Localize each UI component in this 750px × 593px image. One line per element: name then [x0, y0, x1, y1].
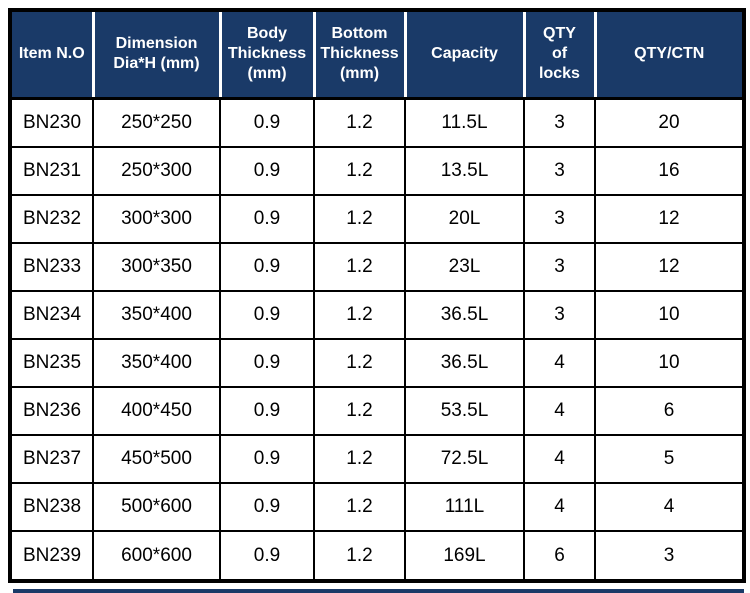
- cell-qty-ctn: 3: [594, 530, 745, 582]
- cell-item: BN236: [9, 386, 94, 437]
- col-header-dimension: Dimension Dia*H (mm): [91, 8, 222, 100]
- cell-dimension: 400*450: [92, 386, 221, 437]
- cell-bottom-thickness: 1.2: [313, 241, 406, 292]
- cell-qty-locks: 3: [523, 97, 596, 148]
- table-row: BN236 400*450 0.9 1.2 53.5L 4 6: [9, 386, 745, 437]
- cell-body-thickness: 0.9: [219, 530, 315, 582]
- table-row: BN239 600*600 0.9 1.2 169L 6 3: [9, 530, 745, 582]
- cell-dimension: 250*300: [92, 145, 221, 196]
- col-header-qty-ctn: QTY/CTN: [593, 8, 746, 100]
- table-row: BN238 500*600 0.9 1.2 111L 4 4: [9, 482, 745, 533]
- cell-qty-locks: 4: [523, 434, 596, 485]
- cell-item: BN235: [9, 338, 94, 389]
- cell-dimension: 350*400: [92, 289, 221, 341]
- cell-bottom-thickness: 1.2: [313, 338, 406, 389]
- cell-bottom-thickness: 1.2: [313, 289, 406, 341]
- cell-qty-locks: 4: [523, 386, 596, 437]
- cell-item: BN239: [9, 530, 94, 582]
- cell-body-thickness: 0.9: [219, 386, 315, 437]
- cell-body-thickness: 0.9: [219, 482, 315, 533]
- cell-qty-locks: 3: [523, 289, 596, 341]
- col-header-body-thickness: Body Thickness (mm): [218, 8, 316, 100]
- cell-bottom-thickness: 1.2: [313, 193, 406, 244]
- cell-body-thickness: 0.9: [219, 145, 315, 196]
- cell-bottom-thickness: 1.2: [313, 530, 406, 582]
- cell-qty-ctn: 12: [594, 241, 745, 292]
- cell-capacity: 36.5L: [404, 289, 525, 341]
- table-row: BN230 250*250 0.9 1.2 11.5L 3 20: [9, 97, 745, 148]
- cell-body-thickness: 0.9: [219, 289, 315, 341]
- cell-item: BN237: [9, 434, 94, 485]
- cell-item: BN232: [9, 193, 94, 244]
- col-header-item-no: Item N.O: [8, 8, 95, 100]
- cell-dimension: 450*500: [92, 434, 221, 485]
- cell-bottom-thickness: 1.2: [313, 145, 406, 196]
- cell-dimension: 500*600: [92, 482, 221, 533]
- table-row: BN232 300*300 0.9 1.2 20L 3 12: [9, 193, 745, 244]
- cell-item: BN231: [9, 145, 94, 196]
- cell-capacity: 72.5L: [404, 434, 525, 485]
- cell-qty-ctn: 10: [594, 338, 745, 389]
- cell-body-thickness: 0.9: [219, 434, 315, 485]
- cell-bottom-thickness: 1.2: [313, 434, 406, 485]
- cell-capacity: 23L: [404, 241, 525, 292]
- table-row: BN237 450*500 0.9 1.2 72.5L 4 5: [9, 434, 745, 485]
- cell-capacity: 53.5L: [404, 386, 525, 437]
- cell-dimension: 300*350: [92, 241, 221, 292]
- cell-qty-ctn: 12: [594, 193, 745, 244]
- cell-item: BN233: [9, 241, 94, 292]
- cell-dimension: 250*250: [92, 97, 221, 148]
- cell-body-thickness: 0.9: [219, 241, 315, 292]
- cell-capacity: 111L: [404, 482, 525, 533]
- col-header-bottom-thickness: Bottom Thickness (mm): [312, 8, 407, 100]
- cell-capacity: 13.5L: [404, 145, 525, 196]
- cell-bottom-thickness: 1.2: [313, 482, 406, 533]
- cell-dimension: 600*600: [92, 530, 221, 582]
- cell-bottom-thickness: 1.2: [313, 97, 406, 148]
- cell-qty-locks: 4: [523, 482, 596, 533]
- cell-qty-locks: 4: [523, 338, 596, 389]
- cell-qty-ctn: 4: [594, 482, 745, 533]
- product-spec-table: Item N.O Dimension Dia*H (mm) Body Thick…: [8, 8, 746, 583]
- cell-capacity: 11.5L: [404, 97, 525, 148]
- cell-dimension: 300*300: [92, 193, 221, 244]
- col-header-qty-locks: QTY of locks: [522, 8, 597, 100]
- cell-qty-ctn: 5: [594, 434, 745, 485]
- next-table-top-edge: [13, 589, 744, 593]
- cell-item: BN230: [9, 97, 94, 148]
- cell-dimension: 350*400: [92, 338, 221, 389]
- table-body: BN230 250*250 0.9 1.2 11.5L 3 20 BN231 250*300 0.…: [9, 97, 745, 582]
- cell-capacity: 20L: [404, 193, 525, 244]
- table-row: BN234 350*400 0.9 1.2 36.5L 3 10: [9, 289, 745, 341]
- cell-body-thickness: 0.9: [219, 193, 315, 244]
- cell-body-thickness: 0.9: [219, 338, 315, 389]
- cell-item: BN234: [9, 289, 94, 341]
- table-row: BN231 250*300 0.9 1.2 13.5L 3 16: [9, 145, 745, 196]
- cell-qty-locks: 3: [523, 241, 596, 292]
- table-row: BN235 350*400 0.9 1.2 36.5L 4 10: [9, 338, 745, 389]
- cell-qty-locks: 3: [523, 193, 596, 244]
- cell-qty-ctn: 10: [594, 289, 745, 341]
- cell-qty-locks: 3: [523, 145, 596, 196]
- col-header-capacity: Capacity: [403, 8, 526, 100]
- cell-capacity: 36.5L: [404, 338, 525, 389]
- cell-body-thickness: 0.9: [219, 97, 315, 148]
- table-row: BN233 300*350 0.9 1.2 23L 3 12: [9, 241, 745, 292]
- cell-item: BN238: [9, 482, 94, 533]
- cell-qty-ctn: 16: [594, 145, 745, 196]
- header-row: Item N.O Dimension Dia*H (mm) Body Thick…: [8, 8, 746, 100]
- cell-qty-ctn: 20: [594, 97, 745, 148]
- cell-qty-locks: 6: [523, 530, 596, 582]
- cell-capacity: 169L: [404, 530, 525, 582]
- cell-qty-ctn: 6: [594, 386, 745, 437]
- cell-bottom-thickness: 1.2: [313, 386, 406, 437]
